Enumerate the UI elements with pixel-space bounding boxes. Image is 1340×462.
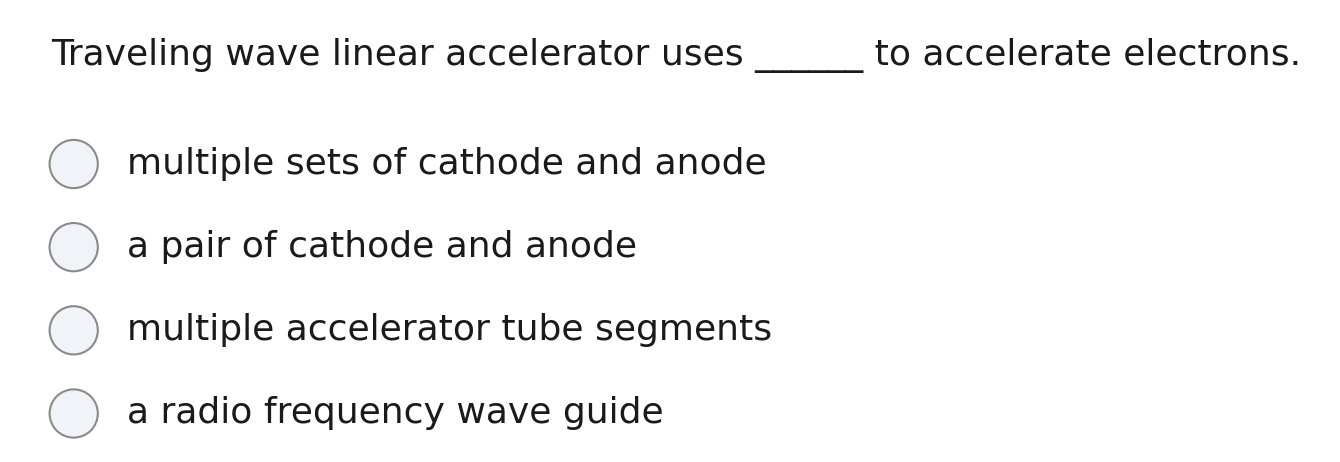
Ellipse shape [50,140,98,188]
Ellipse shape [50,389,98,438]
Text: multiple accelerator tube segments: multiple accelerator tube segments [127,313,772,347]
Ellipse shape [50,223,98,271]
Text: multiple sets of cathode and anode: multiple sets of cathode and anode [127,147,766,181]
Text: Traveling wave linear accelerator uses ______ to accelerate electrons.: Traveling wave linear accelerator uses _… [51,38,1301,73]
Text: a radio frequency wave guide: a radio frequency wave guide [127,396,663,431]
Text: a pair of cathode and anode: a pair of cathode and anode [127,230,638,264]
Ellipse shape [50,306,98,354]
